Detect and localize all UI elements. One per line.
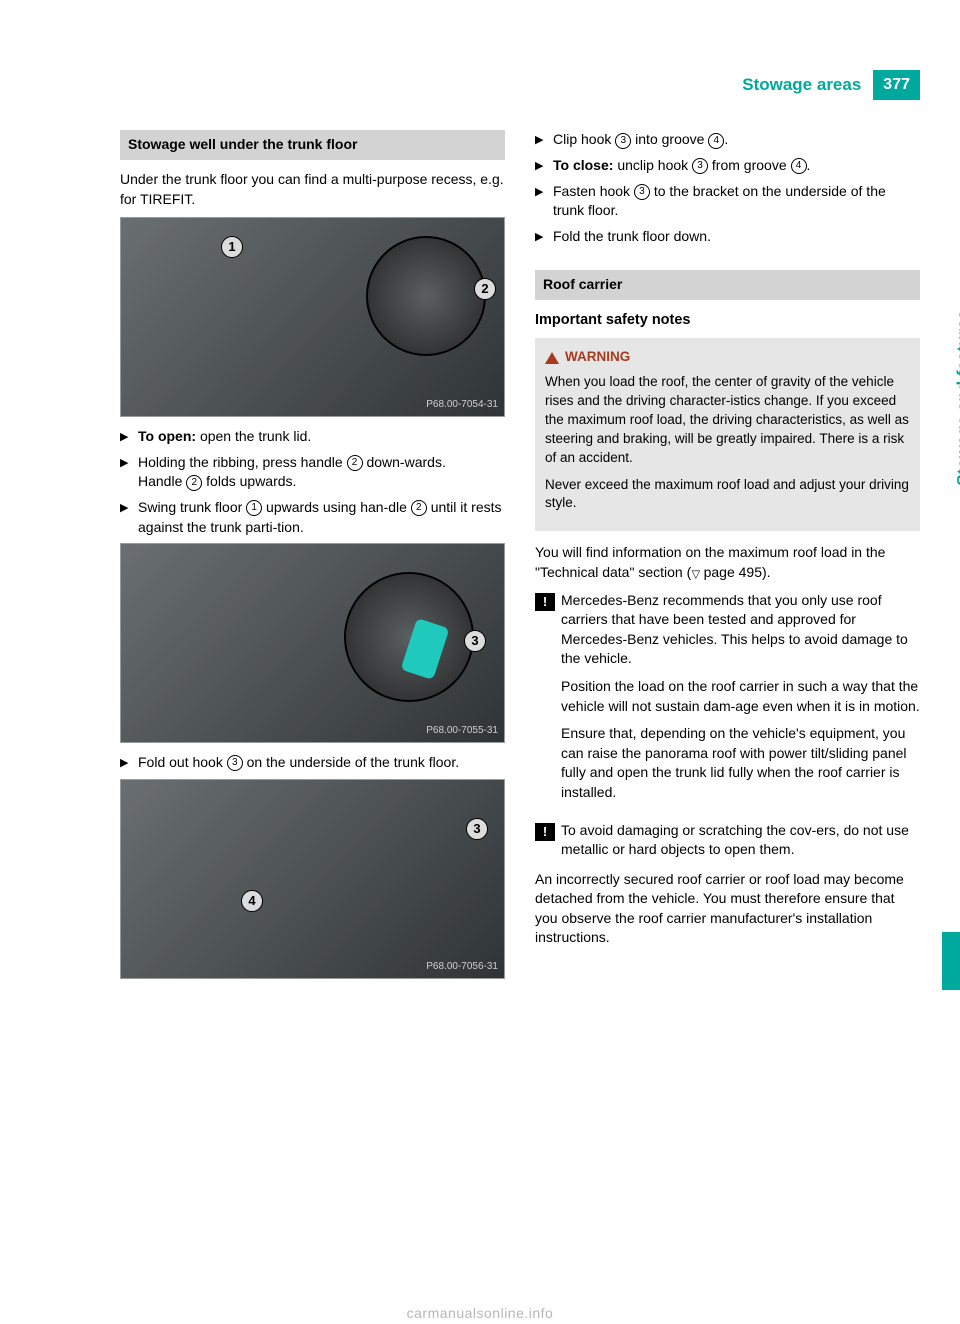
warning-label: WARNING [565,348,630,367]
info-mark-icon: ! [535,593,555,611]
info-paragraph: Position the load on the roof carrier in… [561,677,920,716]
watermark-text: carmanualsonline.info [0,1304,960,1324]
info-text: To avoid damaging or scratching the cov-… [561,821,920,860]
figure-1: 1 2 P68.00-7054-31 [120,217,505,417]
warning-text: Never exceed the maximum roof load and a… [545,476,910,514]
figure-caption: P68.00-7054-31 [426,398,498,412]
subhead-stowage-well: Stowage well under the trunk floor [120,130,505,160]
callout-2-icon: 2 [474,278,496,300]
right-column: ▶ Clip hook 3 into groove 4. ▶ To close:… [535,130,920,988]
triangle-icon: ▶ [535,182,553,221]
body-text: You will find information on the maximum… [535,543,920,582]
info-paragraph: Ensure that, depending on the vehicle's … [561,724,920,802]
callout-ref-icon: 3 [634,184,650,200]
triangle-icon: ▶ [120,753,138,773]
triangle-icon: ▶ [120,427,138,447]
pageref-icon: ▷ [688,570,703,578]
page-header: Stowage areas 377 [120,70,920,100]
triangle-icon: ▶ [535,130,553,150]
warning-text: When you load the roof, the center of gr… [545,373,910,467]
callout-ref-icon: 1 [246,500,262,516]
figure-caption: P68.00-7055-31 [426,724,498,738]
triangle-icon: ▶ [535,156,553,176]
callout-ref-icon: 2 [186,475,202,491]
step-fasten-hook: ▶ Fasten hook 3 to the bracket on the un… [535,182,920,221]
step-fold-down: ▶ Fold the trunk floor down. [535,227,920,247]
step-open: ▶ To open: open the trunk lid. [120,427,505,447]
left-column: Stowage well under the trunk floor Under… [120,130,505,988]
step-text: Swing trunk floor 1 upwards using han-dl… [138,498,505,537]
figure-caption: P68.00-7056-31 [426,960,498,974]
step-fold-hook: ▶ Fold out hook 3 on the underside of th… [120,753,505,773]
step-text: Holding the ribbing, press handle 2 down… [138,453,505,492]
figure-3: 3 4 P68.00-7056-31 [120,779,505,979]
callout-ref-icon: 3 [615,133,631,149]
info-note-1: ! Mercedes-Benz recommends that you only… [535,591,920,811]
info-mark-icon: ! [535,823,555,841]
callout-ref-icon: 2 [347,455,363,471]
side-tab-bar [942,932,960,990]
step-text: Fold out hook 3 on the underside of the … [138,753,505,773]
triangle-icon: ▶ [120,453,138,492]
callout-4-icon: 4 [241,890,263,912]
callout-ref-icon: 4 [791,158,807,174]
callout-ref-icon: 3 [227,755,243,771]
triangle-icon: ▶ [120,498,138,537]
info-paragraph: Mercedes-Benz recommends that you only u… [561,591,920,669]
step-to-close: ▶ To close: unclip hook 3 from groove 4. [535,156,920,176]
step-text: Fold the trunk floor down. [553,227,920,247]
step-text: Fasten hook 3 to the bracket on the unde… [553,182,920,221]
figure-2: 3 P68.00-7055-31 [120,543,505,743]
step-swing-floor: ▶ Swing trunk floor 1 upwards using han-… [120,498,505,537]
zoom-circle-icon [366,236,486,356]
warning-triangle-icon [545,352,559,364]
intro-text: Under the trunk floor you can find a mul… [120,170,505,209]
page-number: 377 [873,70,920,100]
warning-box: WARNING When you load the roof, the cent… [535,338,920,531]
step-text: To close: unclip hook 3 from groove 4. [553,156,920,176]
info-text: Mercedes-Benz recommends that you only u… [561,591,920,811]
callout-ref-icon: 2 [411,500,427,516]
zoom-circle-icon [344,572,474,702]
callout-3-icon: 3 [464,630,486,652]
step-press-handle: ▶ Holding the ribbing, press handle 2 do… [120,453,505,492]
callout-3-icon: 3 [466,818,488,840]
manual-page: Stowage areas 377 Stowage and features S… [0,0,960,1302]
subhead-roof-carrier: Roof carrier [535,270,920,300]
triangle-icon: ▶ [535,227,553,247]
side-tab: Stowage and features [932,310,960,650]
callout-ref-icon: 4 [708,133,724,149]
callout-ref-icon: 3 [692,158,708,174]
section-title: Stowage areas [742,73,873,97]
side-tab-label: Stowage and features [952,310,960,486]
warning-heading: WARNING [545,348,910,367]
info-note-2: ! To avoid damaging or scratching the co… [535,821,920,860]
step-clip-hook: ▶ Clip hook 3 into groove 4. [535,130,920,150]
step-text: Clip hook 3 into groove 4. [553,130,920,150]
callout-1-icon: 1 [221,236,243,258]
content-columns: Stowage well under the trunk floor Under… [120,130,920,988]
step-text: To open: open the trunk lid. [138,427,505,447]
heading-safety-notes: Important safety notes [535,310,920,330]
body-text: An incorrectly secured roof carrier or r… [535,870,920,948]
